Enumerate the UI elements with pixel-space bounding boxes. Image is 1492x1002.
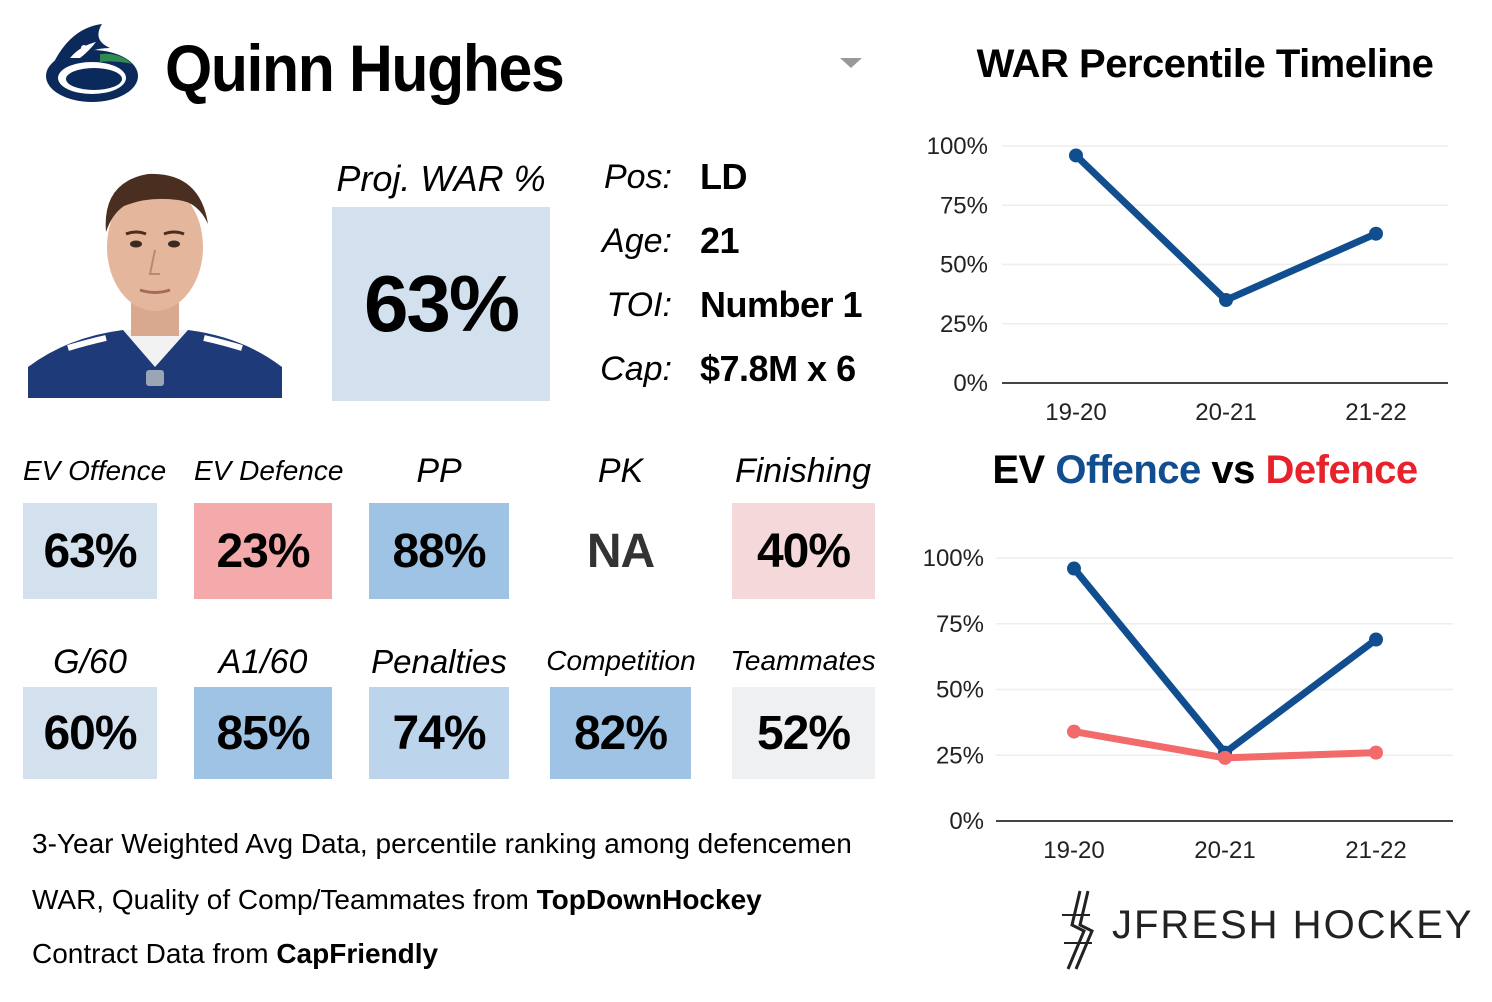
data-point: [1369, 745, 1383, 760]
footnote-contract-prefix: Contract Data from: [32, 938, 277, 969]
chart-title-war-timeline: WAR Percentile Timeline: [976, 42, 1434, 86]
stat-box-penalties: 74%: [369, 687, 509, 779]
proj-war-label: Proj. WAR %: [336, 158, 546, 199]
chart-title-ev-off-def: EV Offence vs Defence: [960, 448, 1450, 493]
y-tick-label: 25%: [936, 742, 984, 769]
stat-label-g60: G/60: [53, 643, 127, 681]
y-tick-label: 100%: [923, 545, 984, 572]
stat-label-penalties: Penalties: [371, 643, 507, 680]
info-label-toi: TOI:: [606, 286, 673, 324]
stat-label-pp: PP: [416, 452, 462, 490]
series-line-0: [1070, 565, 1380, 757]
footnote-war-prefix: WAR, Quality of Comp/Teammates from: [32, 884, 537, 915]
x-tick-label: 21-22: [1345, 399, 1406, 426]
y-tick-label: 50%: [936, 677, 984, 704]
data-point: [1067, 561, 1081, 576]
y-tick-label: 50%: [940, 252, 988, 279]
y-tick-label: 0%: [949, 808, 984, 835]
stat-label-ev-defence: EV Defence: [194, 455, 344, 486]
stat-value-teammates: 52%: [756, 706, 851, 760]
y-tick-label: 100%: [927, 133, 988, 160]
stat-value-finishing: 40%: [756, 524, 851, 578]
x-tick-label: 20-21: [1195, 399, 1256, 426]
topdownhockey-link[interactable]: TopDownHockey: [536, 884, 762, 915]
stat-box-pk: NA: [550, 503, 691, 599]
stat-value-pk: NA: [586, 524, 655, 578]
footnote-methodology: 3-Year Weighted Avg Data, percentile ran…: [32, 828, 852, 859]
stat-box-ev-offence: 63%: [23, 503, 157, 599]
jfresh-stick-logo-icon: [1062, 890, 1094, 970]
stat-label-pk: PK: [597, 452, 644, 490]
proj-war-value: 63%: [363, 259, 520, 348]
x-tick-label: 19-20: [1045, 399, 1106, 426]
info-value-toi: Number 1: [700, 284, 863, 325]
info-value-age: 21: [700, 220, 740, 261]
stat-box-a160: 85%: [194, 687, 332, 779]
info-value-pos: LD: [700, 156, 748, 197]
chart-title-offence: Offence: [1055, 448, 1201, 492]
chart-title-ev: EV: [992, 448, 1056, 492]
x-tick-label: 21-22: [1345, 837, 1406, 864]
stat-value-g60: 60%: [43, 706, 137, 760]
stat-label-a160: A1/60: [218, 643, 308, 681]
data-point: [1219, 293, 1233, 308]
stat-box-g60: 60%: [23, 687, 157, 779]
stat-box-pp: 88%: [369, 503, 509, 599]
chart-title-vs: vs: [1200, 448, 1266, 492]
stat-label-ev-offence: EV Offence: [23, 455, 167, 486]
info-label-age: Age:: [602, 222, 672, 260]
player-name: Quinn Hughes: [165, 31, 565, 105]
x-tick-label: 20-21: [1194, 837, 1255, 864]
jfresh-hockey-brand: JFRESH HOCKEY: [1050, 885, 1472, 975]
stat-box-competition: 82%: [550, 687, 691, 779]
series-line-0: [1072, 151, 1380, 304]
stat-value-ev-offence: 63%: [43, 524, 137, 578]
footnote-war-source: WAR, Quality of Comp/Teammates from TopD…: [32, 884, 762, 916]
y-tick-label: 0%: [953, 370, 988, 397]
x-tick-label: 19-20: [1043, 837, 1104, 864]
brand-text: JFRESH HOCKEY: [1112, 903, 1474, 947]
stat-box-finishing: 40%: [732, 503, 875, 599]
chart-title-defence: Defence: [1265, 448, 1419, 492]
stat-label-competition: Competition: [546, 645, 696, 676]
team-logo-icon: [40, 18, 140, 108]
info-label-pos: Pos:: [603, 158, 672, 196]
data-point: [1218, 750, 1232, 765]
war-percentile-chart: 0% 25% 50% 75% 100% 19-20 20-21 21-22: [927, 133, 1448, 426]
stat-label-teammates: Teammates: [730, 645, 876, 676]
info-label-cap: Cap:: [600, 350, 672, 388]
stat-label-finishing: Finishing: [734, 452, 872, 490]
stat-value-competition: 82%: [573, 706, 668, 760]
y-tick-label: 75%: [936, 611, 984, 638]
capfriendly-link[interactable]: CapFriendly: [276, 938, 439, 969]
stat-box-teammates: 52%: [732, 687, 875, 779]
stat-value-a160: 85%: [216, 706, 310, 760]
y-tick-label: 75%: [940, 192, 988, 219]
stat-value-pp: 88%: [392, 524, 486, 578]
stat-value-penalties: 74%: [392, 706, 486, 760]
data-point: [1369, 226, 1383, 241]
info-value-cap: $7.8M x 6: [700, 348, 856, 389]
data-point: [1067, 724, 1081, 739]
proj-war-box: 63%: [332, 207, 550, 401]
data-point: [1369, 632, 1383, 647]
player-headshot: [28, 152, 282, 398]
data-point: [1069, 148, 1083, 163]
stat-box-ev-defence: 23%: [194, 503, 332, 599]
ev-offence-defence-chart: 0% 25% 50% 75% 100% 19-20 20-21 21-22: [923, 545, 1453, 864]
y-tick-label: 25%: [940, 311, 988, 338]
stat-value-ev-defence: 23%: [216, 524, 310, 578]
player-select-dropdown-icon[interactable]: [840, 58, 862, 68]
footnote-contract-source: Contract Data from CapFriendly: [32, 938, 438, 970]
